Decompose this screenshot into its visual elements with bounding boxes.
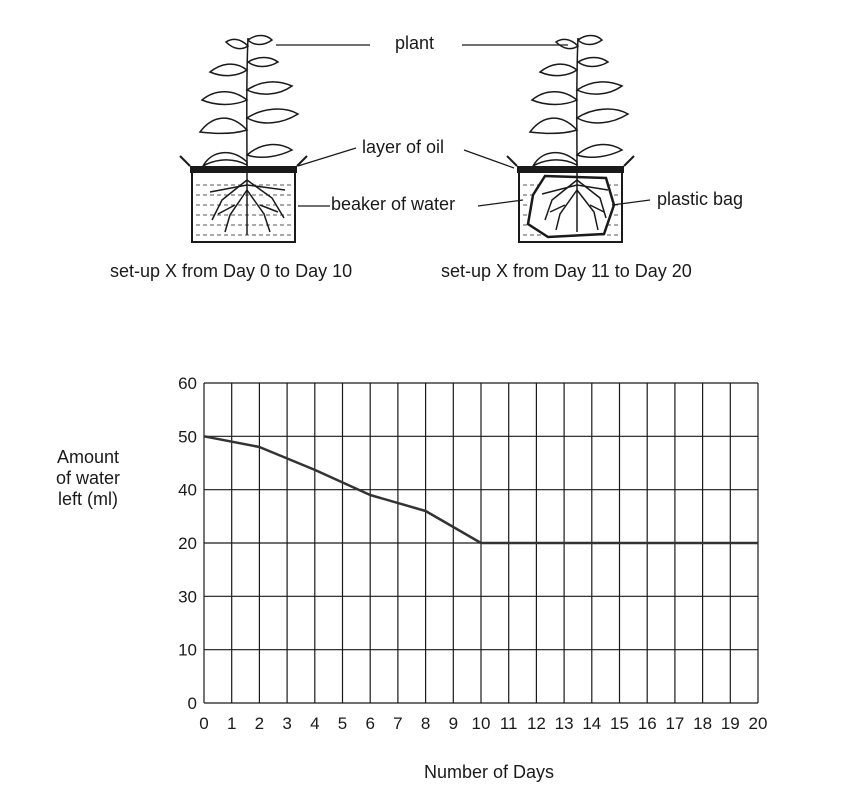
label-plant: plant xyxy=(395,33,434,53)
label-beaker-of-water: beaker of water xyxy=(331,194,455,214)
x-tick-label: 20 xyxy=(749,714,768,733)
y-axis-label-line-3: left (ml) xyxy=(58,489,118,509)
roots-left xyxy=(209,173,286,235)
diagram-labels: plant layer of oil beaker of water plast… xyxy=(110,33,743,281)
label-plastic-bag: plastic bag xyxy=(657,189,743,209)
y-tick-label: 50 xyxy=(178,427,197,446)
x-tick-label: 9 xyxy=(449,714,458,733)
x-tick-label: 7 xyxy=(393,714,402,733)
x-tick-label: 12 xyxy=(527,714,546,733)
x-tick-label: 13 xyxy=(555,714,574,733)
x-tick-label: 8 xyxy=(421,714,430,733)
x-tick-label: 18 xyxy=(693,714,712,733)
x-axis-label: Number of Days xyxy=(424,762,554,782)
x-tick-label: 11 xyxy=(500,714,518,733)
beaker-left xyxy=(179,155,308,243)
y-tick-label: 60 xyxy=(178,374,197,393)
y-tick-label: 10 xyxy=(178,641,197,660)
y-axis-label-line-2: of water xyxy=(56,468,120,488)
setup-right xyxy=(506,34,635,243)
x-tick-label: 4 xyxy=(310,714,319,733)
y-tick-label: 0 xyxy=(188,694,197,713)
roots-right xyxy=(541,173,609,232)
x-tick-label: 0 xyxy=(199,714,208,733)
setup-left xyxy=(179,34,308,243)
caption-left: set-up X from Day 0 to Day 10 xyxy=(110,261,352,281)
x-tick-label: 1 xyxy=(227,714,236,733)
x-tick-label: 14 xyxy=(582,714,601,733)
plant-left xyxy=(198,34,300,171)
beaker-right xyxy=(506,155,635,243)
caption-right: set-up X from Day 11 to Day 20 xyxy=(441,261,692,281)
x-tick-labels: 0 1 2 3 4 5 6 7 8 9 10 11 12 13 14 15 16 17 18 19 20 xyxy=(199,714,767,733)
x-tick-label: 16 xyxy=(638,714,657,733)
x-tick-label: 6 xyxy=(365,714,374,733)
y-tick-label: 30 xyxy=(178,587,197,606)
y-tick-labels: 0 10 30 20 40 50 60 xyxy=(178,374,197,713)
oil-leader-right xyxy=(463,149,515,169)
x-tick-label: 15 xyxy=(610,714,629,733)
label-layer-of-oil: layer of oil xyxy=(362,137,444,157)
x-tick-label: 5 xyxy=(338,714,347,733)
y-tick-label: 40 xyxy=(178,481,197,500)
x-tick-label: 2 xyxy=(255,714,264,733)
x-tick-label: 10 xyxy=(472,714,491,733)
series-line xyxy=(203,435,758,545)
y-tick-label: 20 xyxy=(178,534,197,553)
oil-leader-left xyxy=(297,147,357,167)
y-axis-label-line-1: Amount xyxy=(57,447,119,467)
bag-leader xyxy=(611,199,651,206)
x-tick-label: 3 xyxy=(282,714,291,733)
x-tick-label: 17 xyxy=(665,714,684,733)
line-chart: 0 1 2 3 4 5 6 7 8 9 10 11 12 13 14 15 16 17 18 19 20 0103020… xyxy=(56,374,767,782)
plant-right xyxy=(528,34,630,171)
water-leader-right xyxy=(477,199,524,207)
x-tick-label: 19 xyxy=(721,714,740,733)
